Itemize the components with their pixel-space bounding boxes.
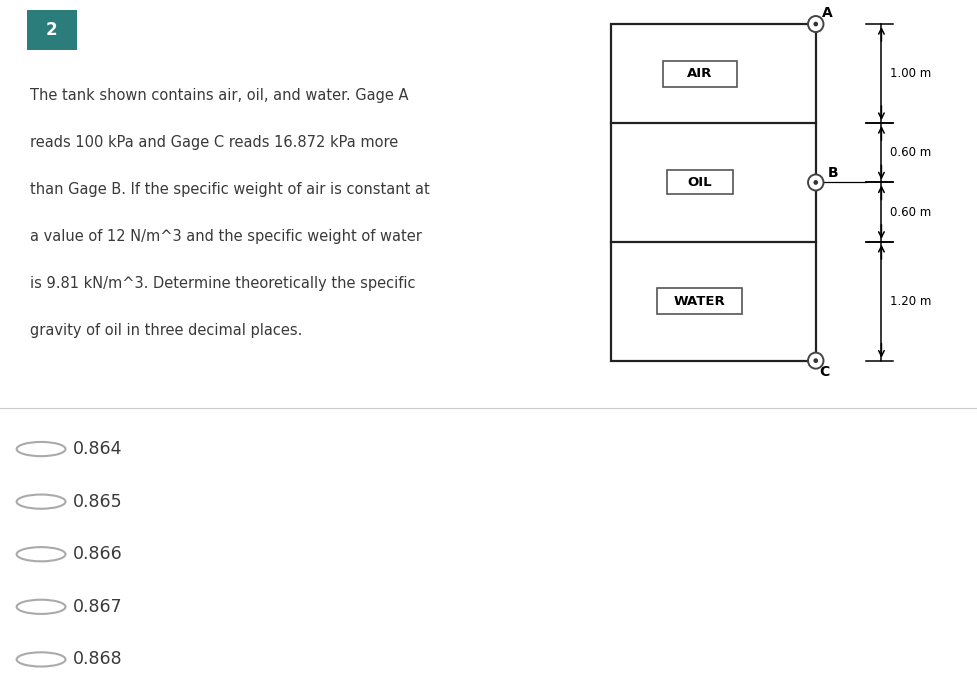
Text: OIL: OIL: [687, 176, 711, 189]
Text: a value of 12 N/m^3 and the specific weight of water: a value of 12 N/m^3 and the specific wei…: [29, 229, 421, 244]
Circle shape: [813, 358, 817, 363]
Text: is 9.81 kN/m^3. Determine theoretically the specific: is 9.81 kN/m^3. Determine theoretically …: [29, 275, 414, 290]
Circle shape: [807, 16, 823, 32]
Bar: [662, 60, 736, 86]
Bar: [611, 24, 815, 361]
FancyBboxPatch shape: [26, 10, 77, 50]
Text: 1.20 m: 1.20 m: [889, 295, 930, 308]
Text: reads 100 kPa and Gage C reads 16.872 kPa more: reads 100 kPa and Gage C reads 16.872 kP…: [29, 135, 398, 150]
Circle shape: [813, 22, 817, 27]
Text: 0.867: 0.867: [73, 598, 123, 616]
Text: gravity of oil in three decimal places.: gravity of oil in three decimal places.: [29, 323, 302, 338]
Text: The tank shown contains air, oil, and water. Gage A: The tank shown contains air, oil, and wa…: [29, 88, 407, 103]
Circle shape: [807, 353, 823, 369]
Text: A: A: [821, 6, 831, 20]
Circle shape: [17, 442, 65, 456]
Text: C: C: [819, 364, 829, 379]
Text: 2: 2: [46, 21, 58, 39]
Text: 0.60 m: 0.60 m: [889, 206, 930, 219]
Bar: [657, 288, 742, 314]
Text: 0.865: 0.865: [73, 493, 123, 510]
Text: WATER: WATER: [673, 295, 725, 308]
Text: 0.866: 0.866: [73, 545, 123, 563]
Text: 0.864: 0.864: [73, 440, 123, 458]
Text: 0.60 m: 0.60 m: [889, 146, 930, 159]
Circle shape: [17, 652, 65, 667]
Circle shape: [813, 180, 817, 185]
Circle shape: [17, 600, 65, 614]
Circle shape: [17, 547, 65, 561]
Text: 0.868: 0.868: [73, 651, 123, 669]
Text: B: B: [827, 166, 837, 180]
Text: AIR: AIR: [687, 67, 712, 80]
Text: 1.00 m: 1.00 m: [889, 67, 930, 80]
Bar: [666, 171, 732, 195]
Text: than Gage B. If the specific weight of air is constant at: than Gage B. If the specific weight of a…: [29, 182, 429, 197]
FancyBboxPatch shape: [18, 347, 231, 397]
Circle shape: [807, 175, 823, 190]
Circle shape: [17, 495, 65, 509]
